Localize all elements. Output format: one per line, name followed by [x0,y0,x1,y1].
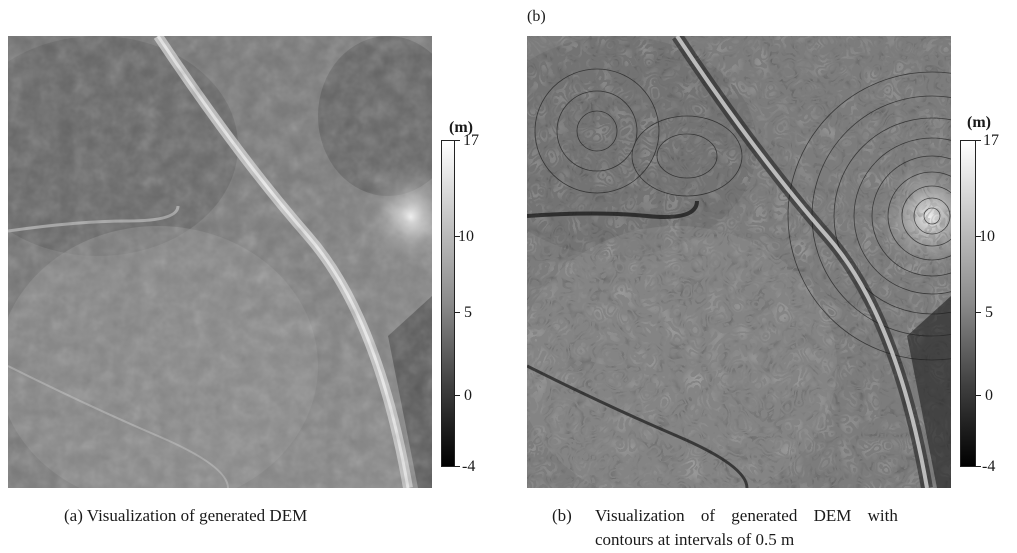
colorbar-tick-b-17 [976,140,981,141]
colorbar-tick-a-17 [455,140,460,141]
colorbar-label-b-10: 10 [979,228,995,245]
colorbar-b [960,140,976,467]
colorbar-label-a-m4: -4 [462,458,476,475]
colorbar-label-a-5: 5 [464,304,472,321]
colorbar-tick-a-5 [455,312,460,313]
colorbar-label-b-5: 5 [985,304,993,321]
colorbar-label-b-17: 17 [983,132,999,149]
colorbar-a [441,140,455,467]
colorbar-label-a-10: 10 [458,228,474,245]
colorbar-unit-a: (m) [449,119,473,136]
caption-a: (a) Visualization of generated DEM [64,506,308,525]
dem-contour-image-b [527,36,951,488]
colorbar-unit-b: (m) [967,114,991,131]
colorbar-tick-b-5 [976,312,981,313]
panel-tag-b: (b) [527,8,546,25]
colorbar-label-b-0: 0 [985,387,993,404]
colorbar-tick-b-0 [976,395,981,396]
colorbar-tick-a-0 [455,395,460,396]
caption-b-line1: Visualization of generated DEM with [595,506,898,525]
caption-b-line2: contours at intervals of 0.5 m [595,530,795,549]
caption-b-marker: (b) [552,506,572,525]
colorbar-tick-b-m4 [976,466,981,467]
colorbar-tick-b-10 [976,236,981,237]
colorbar-tick-a-10 [455,236,460,237]
colorbar-tick-a-m4 [455,466,460,467]
dem-image-a [8,36,432,488]
colorbar-label-a-17: 17 [463,132,479,149]
colorbar-label-a-0: 0 [464,387,472,404]
colorbar-label-b-m4: -4 [982,458,996,475]
